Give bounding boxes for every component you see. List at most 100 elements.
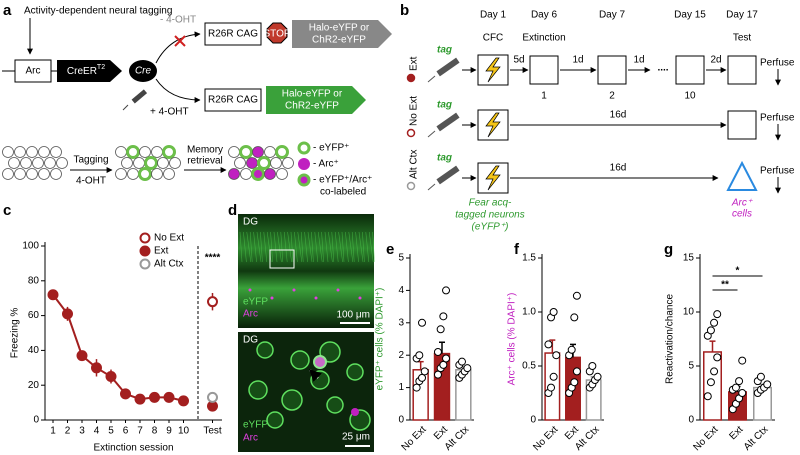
region: DG	[243, 217, 258, 228]
data-point	[738, 389, 747, 397]
fiber	[334, 231, 339, 263]
neuron	[319, 341, 341, 363]
phase: Extinction	[522, 33, 565, 44]
cell	[115, 146, 127, 158]
legend-label: - eYFP⁺	[313, 143, 349, 154]
data-point	[418, 373, 427, 382]
cell	[126, 145, 140, 159]
data-point	[713, 310, 722, 319]
neuron	[248, 380, 268, 400]
construct: Halo-eYFP or	[282, 89, 343, 100]
data-point	[731, 383, 740, 392]
cell	[38, 146, 50, 158]
arrow	[309, 369, 322, 382]
point	[149, 391, 160, 403]
data-point	[433, 370, 442, 379]
fiber	[297, 231, 303, 263]
cell	[121, 157, 133, 169]
stop: STOP	[263, 29, 290, 40]
panel-label: c	[3, 202, 11, 219]
perfuse: Perfuse	[760, 58, 795, 69]
fiber	[290, 231, 294, 263]
creer-label: CreERT2	[67, 64, 105, 77]
data-point	[710, 318, 719, 327]
data-point	[763, 380, 772, 389]
group-marker	[406, 181, 416, 191]
syringe	[436, 57, 460, 77]
fiber	[328, 231, 333, 263]
cell	[26, 146, 38, 158]
creer-arrow	[57, 60, 122, 82]
y-tick-label: 5	[688, 361, 694, 372]
perfuse: Perfuse	[760, 166, 795, 177]
cell	[228, 168, 240, 180]
stain: Arc	[243, 309, 258, 320]
creer-sup: T2	[97, 64, 105, 71]
data-point	[713, 353, 722, 362]
cell	[8, 157, 20, 169]
cell	[257, 156, 271, 170]
scale-bar-label: 25 μm	[342, 432, 370, 443]
group-marker	[406, 128, 416, 138]
y-tick-label: 3	[398, 317, 404, 328]
step: 4-OHT	[76, 176, 106, 187]
cell	[14, 168, 26, 180]
y-tick-label: 15	[683, 253, 695, 264]
y-axis-label: Freezing %	[10, 308, 21, 359]
interval: 16d	[610, 163, 627, 174]
data-point	[703, 392, 712, 401]
fiber	[331, 231, 335, 263]
fiber	[270, 231, 273, 263]
y-tick-label: 20	[28, 380, 40, 391]
fear-note: Fear acq-	[469, 198, 512, 209]
y-tick-label: 80	[28, 275, 40, 286]
stain: eYFP	[243, 420, 268, 431]
fiber	[253, 231, 257, 263]
data-point	[544, 340, 553, 349]
phase: Test	[733, 33, 752, 44]
fiber	[304, 231, 308, 263]
fiber	[365, 231, 370, 263]
data-point	[463, 364, 472, 373]
legend-label: - Arc⁺	[313, 159, 339, 170]
cell	[38, 168, 50, 180]
y-tick-label: 5	[398, 253, 404, 264]
arc-cells: Arc⁺	[731, 198, 753, 209]
neuron	[266, 411, 284, 429]
cell	[169, 157, 181, 169]
arc-cell	[270, 296, 274, 300]
cell	[144, 156, 158, 170]
cell	[234, 157, 246, 169]
legend-label: - eYFP⁺/Arc⁺	[313, 175, 372, 186]
cell	[139, 146, 151, 158]
cell	[44, 157, 56, 169]
cell	[252, 146, 264, 158]
tag: tag	[437, 45, 452, 56]
panel-label: a	[3, 2, 12, 19]
day: Day 6	[531, 10, 558, 21]
point	[134, 393, 146, 405]
y-axis-label: Reactivation/chance	[665, 294, 676, 384]
point	[76, 350, 88, 362]
y-tick-label: 60	[28, 310, 40, 321]
fiber	[351, 231, 355, 263]
arc-triangle	[726, 160, 758, 191]
group-label: No Ext	[409, 96, 420, 126]
cell	[275, 145, 289, 159]
y-tick-label: 1.5	[522, 253, 536, 264]
cell	[2, 146, 14, 158]
data-point	[570, 378, 579, 387]
panel-label: d	[228, 202, 237, 219]
x-tick-label: No Ext	[400, 424, 429, 453]
point	[178, 395, 189, 407]
fiber	[246, 231, 252, 263]
title: Activity-dependent neural tagging	[24, 6, 172, 17]
x-tick-label: 7	[137, 426, 143, 437]
session-box	[675, 55, 705, 85]
interval: 1d	[572, 55, 583, 66]
tag: tag	[437, 153, 452, 164]
fiber	[287, 231, 292, 263]
interval: 2d	[710, 55, 721, 66]
y-tick-label: 100	[22, 241, 39, 252]
neuron	[281, 389, 303, 411]
